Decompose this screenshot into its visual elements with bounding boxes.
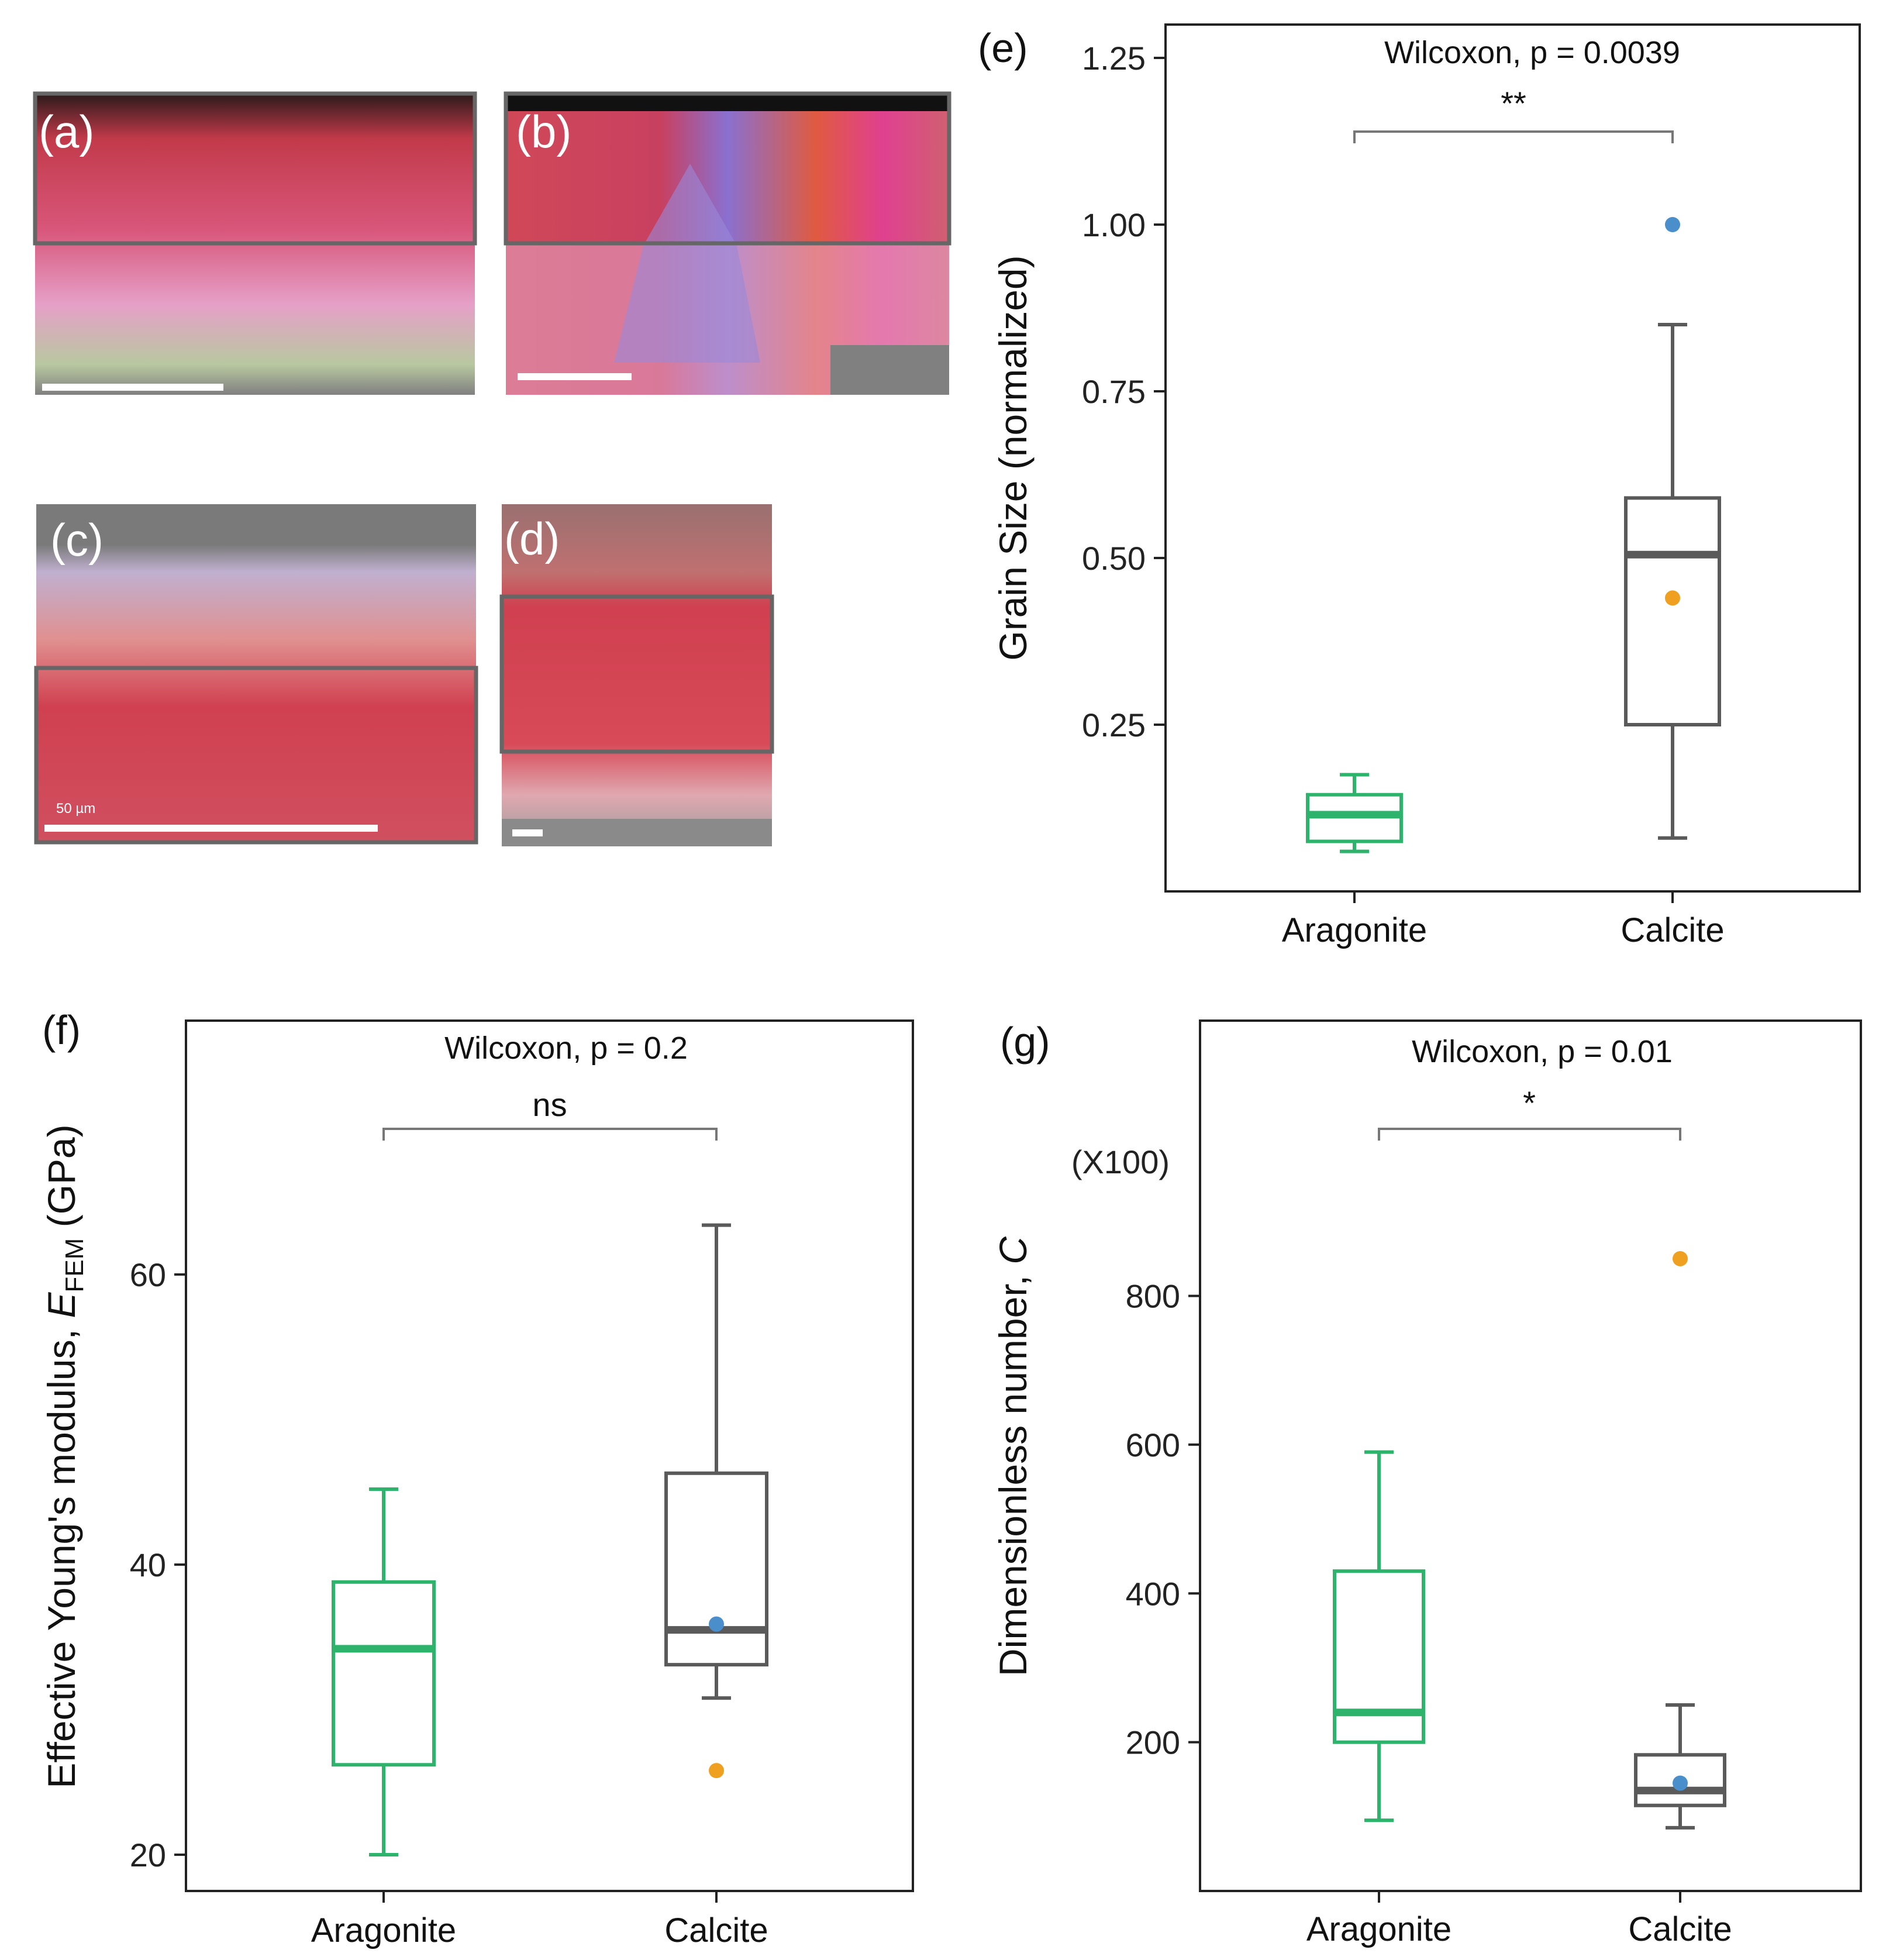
micrograph-c-label: (c) <box>50 514 104 566</box>
chart-e-box-calcite <box>1624 217 1721 840</box>
micrograph-c-roi <box>34 666 478 845</box>
chart-f-y-tick-label: 60 <box>130 1256 166 1293</box>
chart-e-bracket <box>1353 130 1674 143</box>
chart-g-bracket <box>1378 1128 1681 1141</box>
micrograph-a-label: (a) <box>39 106 94 157</box>
chart-g-y-label: Dimensionless number, C <box>991 1236 1035 1676</box>
chart-g-box-calcite <box>1634 1251 1726 1830</box>
chart-g-x-label-aragonite: Aragonite <box>1306 1910 1452 1948</box>
chart-g-panel-label: (g) <box>1000 1019 1050 1065</box>
chart-e-box-calcite-point <box>1665 590 1680 606</box>
chart-f-stat-text: Wilcoxon, p = 0.2 <box>444 1031 688 1066</box>
chart-g-box-calcite-point <box>1673 1251 1688 1266</box>
chart-e-panel-label: (e) <box>978 25 1028 71</box>
chart-f-y-tick-label: 20 <box>130 1837 166 1873</box>
chart-f-box-calcite-iqr <box>664 1471 768 1667</box>
micrograph-c-scalebar <box>44 825 378 832</box>
chart-f: (f) Wilcoxon, p = 0.2 ns Effective Young… <box>40 1007 914 1949</box>
chart-g-x-label-calcite: Calcite <box>1628 1910 1732 1948</box>
chart-f-bracket <box>382 1128 718 1141</box>
chart-e-y-tick-label: 0.75 <box>1082 373 1146 410</box>
chart-f-box-calcite-point <box>709 1616 724 1632</box>
micrograph-b: (b) <box>504 91 951 395</box>
chart-f-frame <box>185 1019 914 1892</box>
micrograph-b-scalebar <box>518 373 632 380</box>
chart-f-x-label-aragonite: Aragonite <box>311 1911 456 1949</box>
chart-e-stat-text: Wilcoxon, p = 0.0039 <box>1384 35 1680 70</box>
micrograph-b-label: (b) <box>516 106 571 157</box>
chart-g: (g) Wilcoxon, p = 0.01 * (X100) Dimensio… <box>991 1019 1862 1948</box>
chart-g-y-tick-label: 200 <box>1126 1724 1180 1761</box>
chart-g-y-tick-label: 600 <box>1126 1427 1180 1463</box>
chart-e: (e) Wilcoxon, p = 0.0039 ** Grain Size (… <box>978 23 1861 949</box>
micrograph-b-roi <box>504 91 951 246</box>
chart-g-significance: * <box>1523 1084 1536 1121</box>
micrograph-d-scalebar <box>512 829 543 836</box>
chart-e-box-aragonite <box>1306 773 1403 853</box>
chart-f-y-tick-label: 40 <box>130 1546 166 1583</box>
micrograph-d-label: (d) <box>504 513 560 564</box>
chart-e-box-calcite-iqr <box>1624 496 1721 727</box>
chart-g-y-tick-label: 800 <box>1126 1278 1180 1315</box>
chart-g-box-aragonite-iqr <box>1333 1569 1425 1744</box>
chart-e-y-tick-label: 0.25 <box>1082 707 1146 743</box>
micrograph-b-top-band <box>506 94 949 111</box>
chart-e-y-tick-label: 1.25 <box>1082 40 1146 77</box>
chart-g-frame <box>1199 1019 1862 1892</box>
chart-f-box-aragonite-iqr <box>332 1580 436 1767</box>
chart-f-box-aragonite <box>332 1487 436 1856</box>
chart-f-panel-label: (f) <box>42 1007 81 1053</box>
chart-g-multiplier: (X100) <box>1071 1143 1170 1180</box>
chart-f-x-label-calcite: Calcite <box>664 1911 768 1949</box>
micrograph-a: (a) <box>33 91 477 395</box>
chart-f-significance: ns <box>532 1086 567 1123</box>
micrograph-c-scale-text: 50 µm <box>56 801 95 817</box>
micrograph-c: 50 µm (c) <box>34 504 478 845</box>
micrograph-a-scalebar <box>42 384 223 391</box>
chart-e-significance: ** <box>1501 85 1526 122</box>
chart-f-y-label: Effective Young's modulus, EFEM (GPa) <box>40 1124 89 1788</box>
chart-e-frame <box>1164 23 1861 893</box>
micrograph-a-roi <box>33 91 477 246</box>
chart-g-box-aragonite <box>1333 1450 1425 1823</box>
micrograph-d-image <box>502 504 772 846</box>
chart-f-box-calcite-point <box>709 1763 724 1779</box>
chart-e-y-label: Grain Size (normalized) <box>991 255 1035 660</box>
chart-e-box-calcite-point <box>1665 217 1680 232</box>
chart-e-x-label-calcite: Calcite <box>1621 911 1724 949</box>
chart-e-y-tick-label: 1.00 <box>1082 206 1146 243</box>
chart-g-stat-text: Wilcoxon, p = 0.01 <box>1412 1034 1673 1069</box>
chart-e-x-label-aragonite: Aragonite <box>1282 911 1427 949</box>
micrograph-d: (d) <box>499 504 774 846</box>
micrograph-c-image <box>36 504 476 842</box>
chart-g-box-calcite-point <box>1673 1775 1688 1791</box>
micrograph-d-roi <box>499 594 774 754</box>
chart-e-y-tick-label: 0.50 <box>1082 540 1146 577</box>
chart-g-y-tick-label: 400 <box>1126 1575 1180 1612</box>
chart-f-box-calcite <box>664 1223 768 1779</box>
